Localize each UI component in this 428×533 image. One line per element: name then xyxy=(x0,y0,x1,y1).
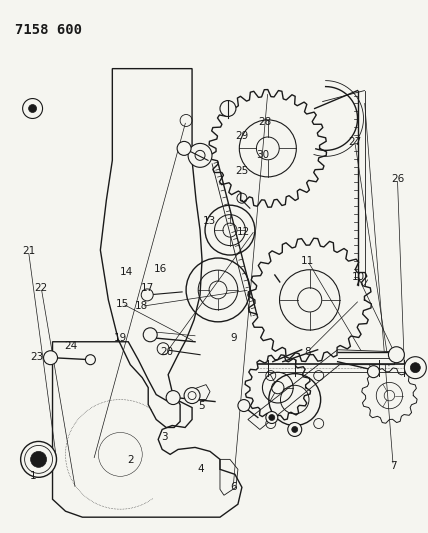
Circle shape xyxy=(292,426,298,432)
Text: 12: 12 xyxy=(237,227,250,237)
Text: 10: 10 xyxy=(352,272,365,282)
Circle shape xyxy=(141,289,153,301)
Polygon shape xyxy=(248,350,395,430)
Text: 4: 4 xyxy=(198,464,205,474)
Text: 17: 17 xyxy=(141,282,155,293)
Text: 11: 11 xyxy=(301,256,315,266)
Circle shape xyxy=(29,104,36,112)
Text: 24: 24 xyxy=(65,341,78,351)
Circle shape xyxy=(21,441,56,478)
Circle shape xyxy=(143,328,157,342)
Circle shape xyxy=(166,391,180,405)
Text: 5: 5 xyxy=(198,401,205,411)
Text: 9: 9 xyxy=(230,333,237,343)
Text: 3: 3 xyxy=(162,432,168,441)
Circle shape xyxy=(157,343,169,355)
Text: 2: 2 xyxy=(128,455,134,465)
Text: 6: 6 xyxy=(230,482,237,492)
Circle shape xyxy=(220,101,236,117)
Circle shape xyxy=(266,411,278,424)
Text: 30: 30 xyxy=(256,150,270,160)
Circle shape xyxy=(269,415,275,421)
Text: 25: 25 xyxy=(235,166,248,176)
Text: 8: 8 xyxy=(305,346,311,357)
Text: 18: 18 xyxy=(135,301,148,311)
Text: 7158 600: 7158 600 xyxy=(15,23,82,37)
Text: 16: 16 xyxy=(154,264,167,274)
Circle shape xyxy=(23,99,42,118)
Circle shape xyxy=(177,141,191,155)
Circle shape xyxy=(184,387,200,403)
Text: 20: 20 xyxy=(160,346,174,357)
Text: 22: 22 xyxy=(35,282,48,293)
Text: 23: 23 xyxy=(30,352,44,362)
Text: 28: 28 xyxy=(259,117,272,127)
Text: 26: 26 xyxy=(391,174,404,184)
Circle shape xyxy=(44,351,57,365)
Text: 19: 19 xyxy=(113,333,127,343)
Circle shape xyxy=(86,355,95,365)
Circle shape xyxy=(389,347,404,362)
Text: 29: 29 xyxy=(235,131,248,141)
Circle shape xyxy=(288,423,302,437)
Circle shape xyxy=(368,366,380,378)
Circle shape xyxy=(404,357,426,378)
Circle shape xyxy=(410,362,420,373)
Text: 14: 14 xyxy=(120,267,133,277)
Circle shape xyxy=(30,451,47,467)
Text: 7: 7 xyxy=(390,461,396,471)
Circle shape xyxy=(238,400,250,411)
Text: 15: 15 xyxy=(116,298,129,309)
Circle shape xyxy=(188,143,212,167)
Text: 27: 27 xyxy=(348,136,361,147)
Text: 13: 13 xyxy=(203,216,217,227)
Text: 21: 21 xyxy=(22,246,35,255)
Text: 1: 1 xyxy=(30,471,36,481)
